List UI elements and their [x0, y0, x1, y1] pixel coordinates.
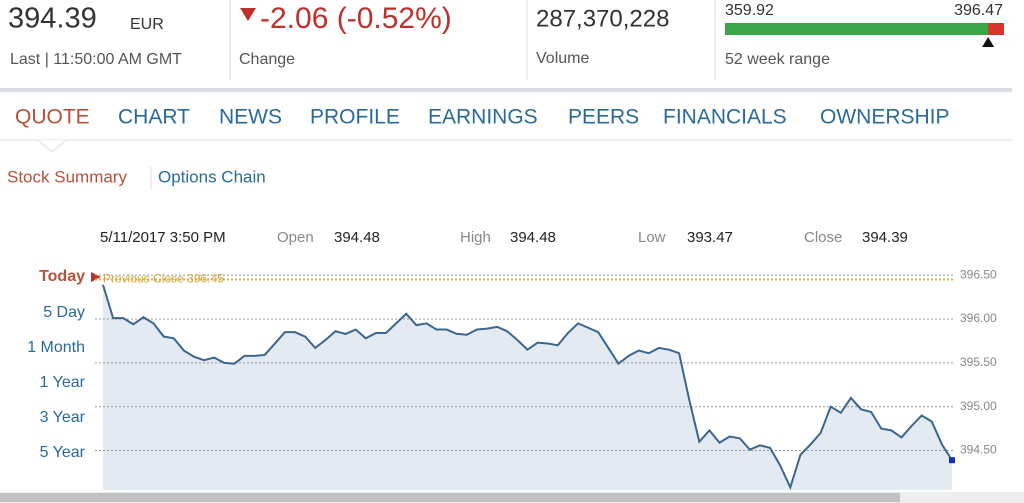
y-tick-label: 396.00 — [960, 311, 997, 325]
range-high: 396.47 — [954, 2, 1003, 19]
range-bar — [725, 23, 989, 35]
tab[interactable]: PEERS — [568, 106, 639, 129]
y-tick-label: 394.50 — [960, 443, 997, 457]
tab[interactable]: EARNINGS — [428, 106, 538, 129]
summary-date: 5/11/2017 3:50 PM — [100, 229, 226, 246]
subtab[interactable]: Stock Summary — [7, 167, 127, 186]
period[interactable]: 5 Day — [43, 304, 85, 321]
summary-close-label: Close — [804, 229, 842, 246]
y-tick-label: 395.00 — [960, 399, 997, 413]
summary-open-label: Open — [277, 229, 314, 246]
volume-label: Volume — [536, 50, 589, 67]
summary-high: 394.48 — [510, 229, 556, 246]
price-line — [102, 284, 953, 491]
period[interactable]: Today — [39, 268, 85, 285]
change-label: Change — [239, 51, 295, 68]
summary-high-label: High — [460, 229, 491, 246]
subtab[interactable]: Options Chain — [158, 167, 266, 186]
summary-low-label: Low — [638, 229, 666, 246]
today-arrow — [91, 272, 101, 282]
tab[interactable]: FINANCIALS — [663, 106, 787, 129]
tab[interactable]: PROFILE — [310, 106, 400, 129]
period[interactable]: 3 Year — [40, 409, 86, 426]
summary-low: 393.47 — [687, 229, 733, 246]
header-rule — [0, 88, 1012, 92]
change: -2.06 (-0.52%) — [260, 2, 452, 35]
tab[interactable]: QUOTE — [15, 106, 90, 129]
tab-pointer — [37, 139, 67, 153]
currency: EUR — [130, 16, 164, 33]
area — [103, 284, 952, 490]
summary-open: 394.48 — [334, 229, 380, 246]
range-label: 52 week range — [725, 51, 830, 68]
period[interactable]: 5 Year — [40, 444, 86, 461]
range-marker — [982, 37, 995, 47]
range-low: 359.92 — [725, 2, 774, 19]
y-tick-label: 395.50 — [960, 355, 997, 369]
previous-close-label: Previous Close 396.45 — [103, 272, 224, 286]
tab[interactable]: OWNERSHIP — [820, 106, 950, 129]
tab[interactable]: NEWS — [219, 106, 282, 129]
period[interactable]: 1 Year — [40, 374, 86, 391]
period[interactable]: 1 Month — [27, 339, 85, 356]
tab[interactable]: CHART — [118, 106, 190, 129]
price: 394.39 — [8, 3, 97, 35]
last-time: Last | 11:50:00 AM GMT — [10, 51, 182, 68]
volume: 287,370,228 — [536, 5, 669, 32]
y-tick-label: 396.50 — [960, 267, 997, 281]
down-icon — [240, 8, 256, 21]
scrollbar[interactable] — [0, 493, 900, 502]
summary-close: 394.39 — [862, 229, 908, 246]
last-point — [949, 457, 955, 464]
